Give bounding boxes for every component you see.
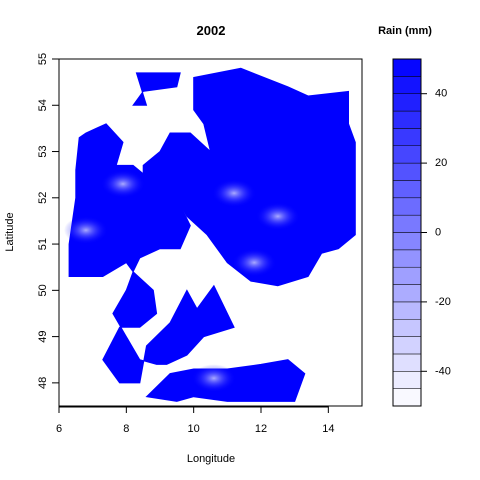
legend-title: Rain (mm): [378, 25, 432, 37]
legend-swatch: [392, 128, 422, 146]
x-axis-label: Longitude: [187, 453, 235, 465]
legend-swatch: [392, 145, 422, 164]
x-tick-label: 10: [188, 423, 200, 435]
color-legend: -40 -20 0 20 40: [392, 58, 451, 407]
x-tick-label: 12: [255, 423, 267, 435]
legend-swatch: [392, 180, 422, 199]
contour-highlight-2: [212, 179, 257, 208]
legend-swatch: [392, 319, 422, 337]
contour-highlight-6: [191, 364, 236, 393]
y-tick-label: 55: [37, 53, 49, 65]
contour-highlight-layer: [63, 169, 300, 393]
legend-swatch: [392, 388, 422, 407]
legend-tick-label: 20: [435, 157, 447, 169]
contour-highlight-5: [232, 248, 277, 277]
legend-swatch: [392, 162, 422, 181]
y-tick-label: 54: [37, 99, 49, 111]
y-axis: 48 49 50 51 52 53 54 55: [37, 53, 60, 389]
legend-swatch: [392, 301, 422, 320]
legend-swatch: [392, 249, 422, 268]
legend-swatch: [392, 266, 422, 285]
y-tick-label: 48: [37, 377, 49, 389]
legend-swatch: [392, 197, 422, 216]
legend-tick-label: -20: [435, 296, 451, 308]
contour-highlight-1: [100, 169, 145, 198]
x-axis: 6 8 10 12 14: [56, 406, 334, 435]
legend-swatch: [392, 353, 422, 372]
x-tick-label: 14: [322, 423, 334, 435]
legend-swatch: [392, 336, 422, 355]
chart-title: 2002: [197, 23, 226, 38]
x-tick-label: 8: [123, 423, 129, 435]
y-tick-label: 50: [37, 284, 49, 296]
legend-swatch: [392, 214, 422, 233]
contour-highlight-3: [255, 202, 300, 231]
y-tick-label: 51: [37, 238, 49, 250]
legend-swatch: [392, 232, 422, 251]
legend-swatch: [392, 76, 422, 94]
legend-swatch: [392, 93, 422, 112]
y-axis-label: Latitude: [4, 212, 16, 251]
contour-region-south-middle: [102, 270, 235, 384]
contour-region-north-cap: [132, 72, 181, 106]
y-tick-label: 52: [37, 192, 49, 204]
legend-swatch: [392, 58, 422, 77]
contour-highlight-4: [63, 216, 108, 245]
legend-swatch: [392, 371, 422, 389]
x-tick-label: 6: [56, 423, 62, 435]
y-tick-label: 49: [37, 330, 49, 342]
legend-swatch: [392, 110, 422, 129]
legend-swatch: [392, 284, 422, 303]
legend-tick-label: -40: [435, 365, 451, 377]
legend-tick-label: 40: [435, 88, 447, 100]
y-tick-label: 53: [37, 145, 49, 157]
legend-tick-label: 0: [435, 227, 441, 239]
